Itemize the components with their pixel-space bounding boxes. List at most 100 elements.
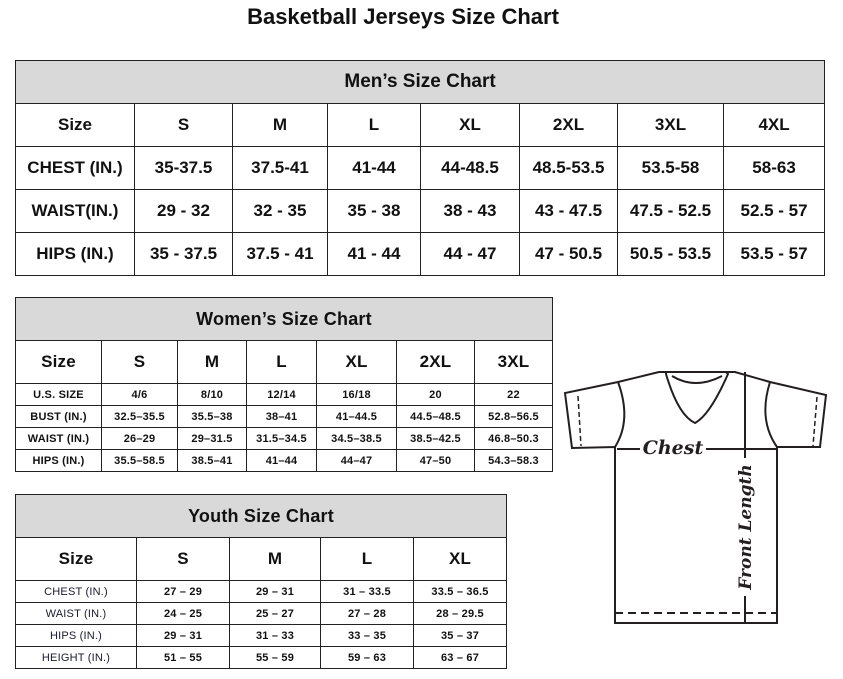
- table-cell: 53.5 - 57: [722, 232, 826, 276]
- table-cell: 63 – 67: [413, 646, 507, 669]
- table-cell: 47–50: [396, 449, 475, 472]
- table-cell: 41–44.5: [316, 405, 397, 428]
- table-row: WAIST (IN.) 26–29 29–31.5 31.5–34.5 34.5–38.…: [15, 427, 553, 450]
- row-label: U.S. SIZE: [15, 383, 102, 406]
- size-header-cell: 2XL: [396, 340, 475, 384]
- table-cell: 16/18: [316, 383, 397, 406]
- size-header-cell: 2XL: [519, 103, 618, 147]
- size-header-cell: Size: [15, 103, 135, 147]
- table-cell: 38.5–41: [177, 449, 247, 472]
- row-label: WAIST (IN.): [15, 427, 102, 450]
- table-cell: 37.5-41: [232, 146, 328, 190]
- table-cell: 33.5 – 36.5: [413, 580, 507, 603]
- table-cell: 4/6: [101, 383, 178, 406]
- table-row: U.S. SIZE 4/6 8/10 12/14 16/18 20 22: [15, 383, 553, 406]
- shirt-outline: [563, 371, 828, 624]
- table-cell: 51 – 55: [136, 646, 230, 669]
- page-title: Basketball Jerseys Size Chart: [247, 4, 559, 29]
- row-label: WAIST (IN.): [15, 602, 137, 625]
- table-cell: 27 – 28: [320, 602, 414, 625]
- youth-chart-title: Youth Size Chart: [15, 494, 507, 538]
- size-header-cell: XL: [420, 103, 520, 147]
- size-header-cell: M: [177, 340, 247, 384]
- row-label: CHEST (IN.): [15, 580, 137, 603]
- size-header-cell: S: [101, 340, 178, 384]
- size-header-cell: Size: [15, 340, 102, 384]
- table-cell: 29 – 31: [229, 580, 321, 603]
- size-header-cell: XL: [316, 340, 397, 384]
- men-chart-title: Men’s Size Chart: [14, 60, 826, 104]
- table-cell: 50.5 - 53.5: [617, 232, 724, 276]
- table-cell: 31 – 33: [229, 624, 321, 647]
- size-header-cell: Size: [15, 537, 137, 581]
- row-label: CHEST (IN.): [15, 146, 135, 190]
- size-header-cell: L: [320, 537, 414, 581]
- table-cell: 47 - 50.5: [519, 232, 618, 276]
- size-header-cell: L: [246, 340, 317, 384]
- front-length-label: Front Length: [736, 464, 756, 590]
- table-cell: 35 - 38: [327, 189, 421, 233]
- table-cell: 20: [396, 383, 475, 406]
- table-cell: 52.5 - 57: [722, 189, 826, 233]
- table-cell: 38 - 43: [420, 189, 520, 233]
- size-header-cell: M: [229, 537, 321, 581]
- table-cell: 35-37.5: [134, 146, 233, 190]
- table-cell: 31 – 33.5: [320, 580, 414, 603]
- table-cell: 29–31.5: [177, 427, 247, 450]
- row-label: HIPS (IN.): [15, 449, 102, 472]
- size-header-cell: L: [327, 103, 421, 147]
- row-label: BUST (IN.): [15, 405, 102, 428]
- table-cell: 37.5 - 41: [232, 232, 328, 276]
- table-cell: 48.5-53.5: [519, 146, 618, 190]
- table-cell: 35.5–58.5: [101, 449, 178, 472]
- table-row: WAIST(IN.) 29 - 32 32 - 35 35 - 38 38 - 43 43…: [15, 189, 826, 233]
- table-cell: 31.5–34.5: [246, 427, 317, 450]
- table-row: BUST (IN.) 32.5–35.5 35.5–38 38–41 41–44.5 44…: [15, 405, 553, 428]
- table-row: HIPS (IN.) 29 – 31 31 – 33 33 – 35 35 – 37: [15, 624, 507, 647]
- table-cell: 46.8–50.3: [474, 427, 553, 450]
- table-cell: 44–47: [316, 449, 397, 472]
- size-header-cell: S: [134, 103, 233, 147]
- table-cell: 28 – 29.5: [413, 602, 507, 625]
- size-header-cell: 4XL: [722, 103, 826, 147]
- jersey-measurement-diagram: Chest Front Length: [563, 371, 828, 624]
- table-cell: 41–44: [246, 449, 317, 472]
- table-row: CHEST (IN.) 35-37.5 37.5-41 41-44 44-48.5 48.…: [15, 146, 826, 190]
- table-row: HIPS (IN.) 35 - 37.5 37.5 - 41 41 - 44 44 - …: [15, 232, 826, 276]
- table-row: HEIGHT (IN.) 51 – 55 55 – 59 59 – 63 63 – 67: [15, 646, 507, 669]
- table-cell: 44-48.5: [420, 146, 520, 190]
- table-cell: 41-44: [327, 146, 421, 190]
- table-cell: 24 – 25: [136, 602, 230, 625]
- table-cell: 32.5–35.5: [101, 405, 178, 428]
- womens-size-table: Women’s Size Chart Size S M L XL 2XL 3XL U.S. SI…: [15, 297, 553, 472]
- table-cell: 43 - 47.5: [519, 189, 618, 233]
- women-chart-title: Women’s Size Chart: [15, 297, 553, 341]
- size-header-cell: XL: [413, 537, 507, 581]
- table-cell: 32 - 35: [232, 189, 328, 233]
- row-label: HEIGHT (IN.): [15, 646, 137, 669]
- size-header-cell: 3XL: [474, 340, 553, 384]
- table-cell: 41 - 44: [327, 232, 421, 276]
- table-cell: 54.3–58.3: [474, 449, 553, 472]
- table-cell: 55 – 59: [229, 646, 321, 669]
- table-cell: 35.5–38: [177, 405, 247, 428]
- table-cell: 33 – 35: [320, 624, 414, 647]
- table-cell: 53.5-58: [617, 146, 724, 190]
- table-cell: 44.5–48.5: [396, 405, 475, 428]
- size-header-cell: M: [232, 103, 328, 147]
- row-label: HIPS (IN.): [15, 624, 137, 647]
- table-cell: 59 – 63: [320, 646, 414, 669]
- row-label: WAIST(IN.): [15, 189, 135, 233]
- table-cell: 27 – 29: [136, 580, 230, 603]
- chest-label: Chest: [643, 437, 704, 459]
- table-cell: 38–41: [246, 405, 317, 428]
- size-header-cell: 3XL: [617, 103, 724, 147]
- table-cell: 35 – 37: [413, 624, 507, 647]
- table-cell: 12/14: [246, 383, 317, 406]
- table-cell: 58-63: [722, 146, 826, 190]
- table-cell: 34.5–38.5: [316, 427, 397, 450]
- mens-size-table: Men’s Size Chart Size S M L XL 2XL 3XL 4XL CHEST …: [14, 60, 826, 276]
- row-label: HIPS (IN.): [15, 232, 135, 276]
- table-cell: 44 - 47: [420, 232, 520, 276]
- table-row: CHEST (IN.) 27 – 29 29 – 31 31 – 33.5 33.5 –…: [15, 580, 507, 603]
